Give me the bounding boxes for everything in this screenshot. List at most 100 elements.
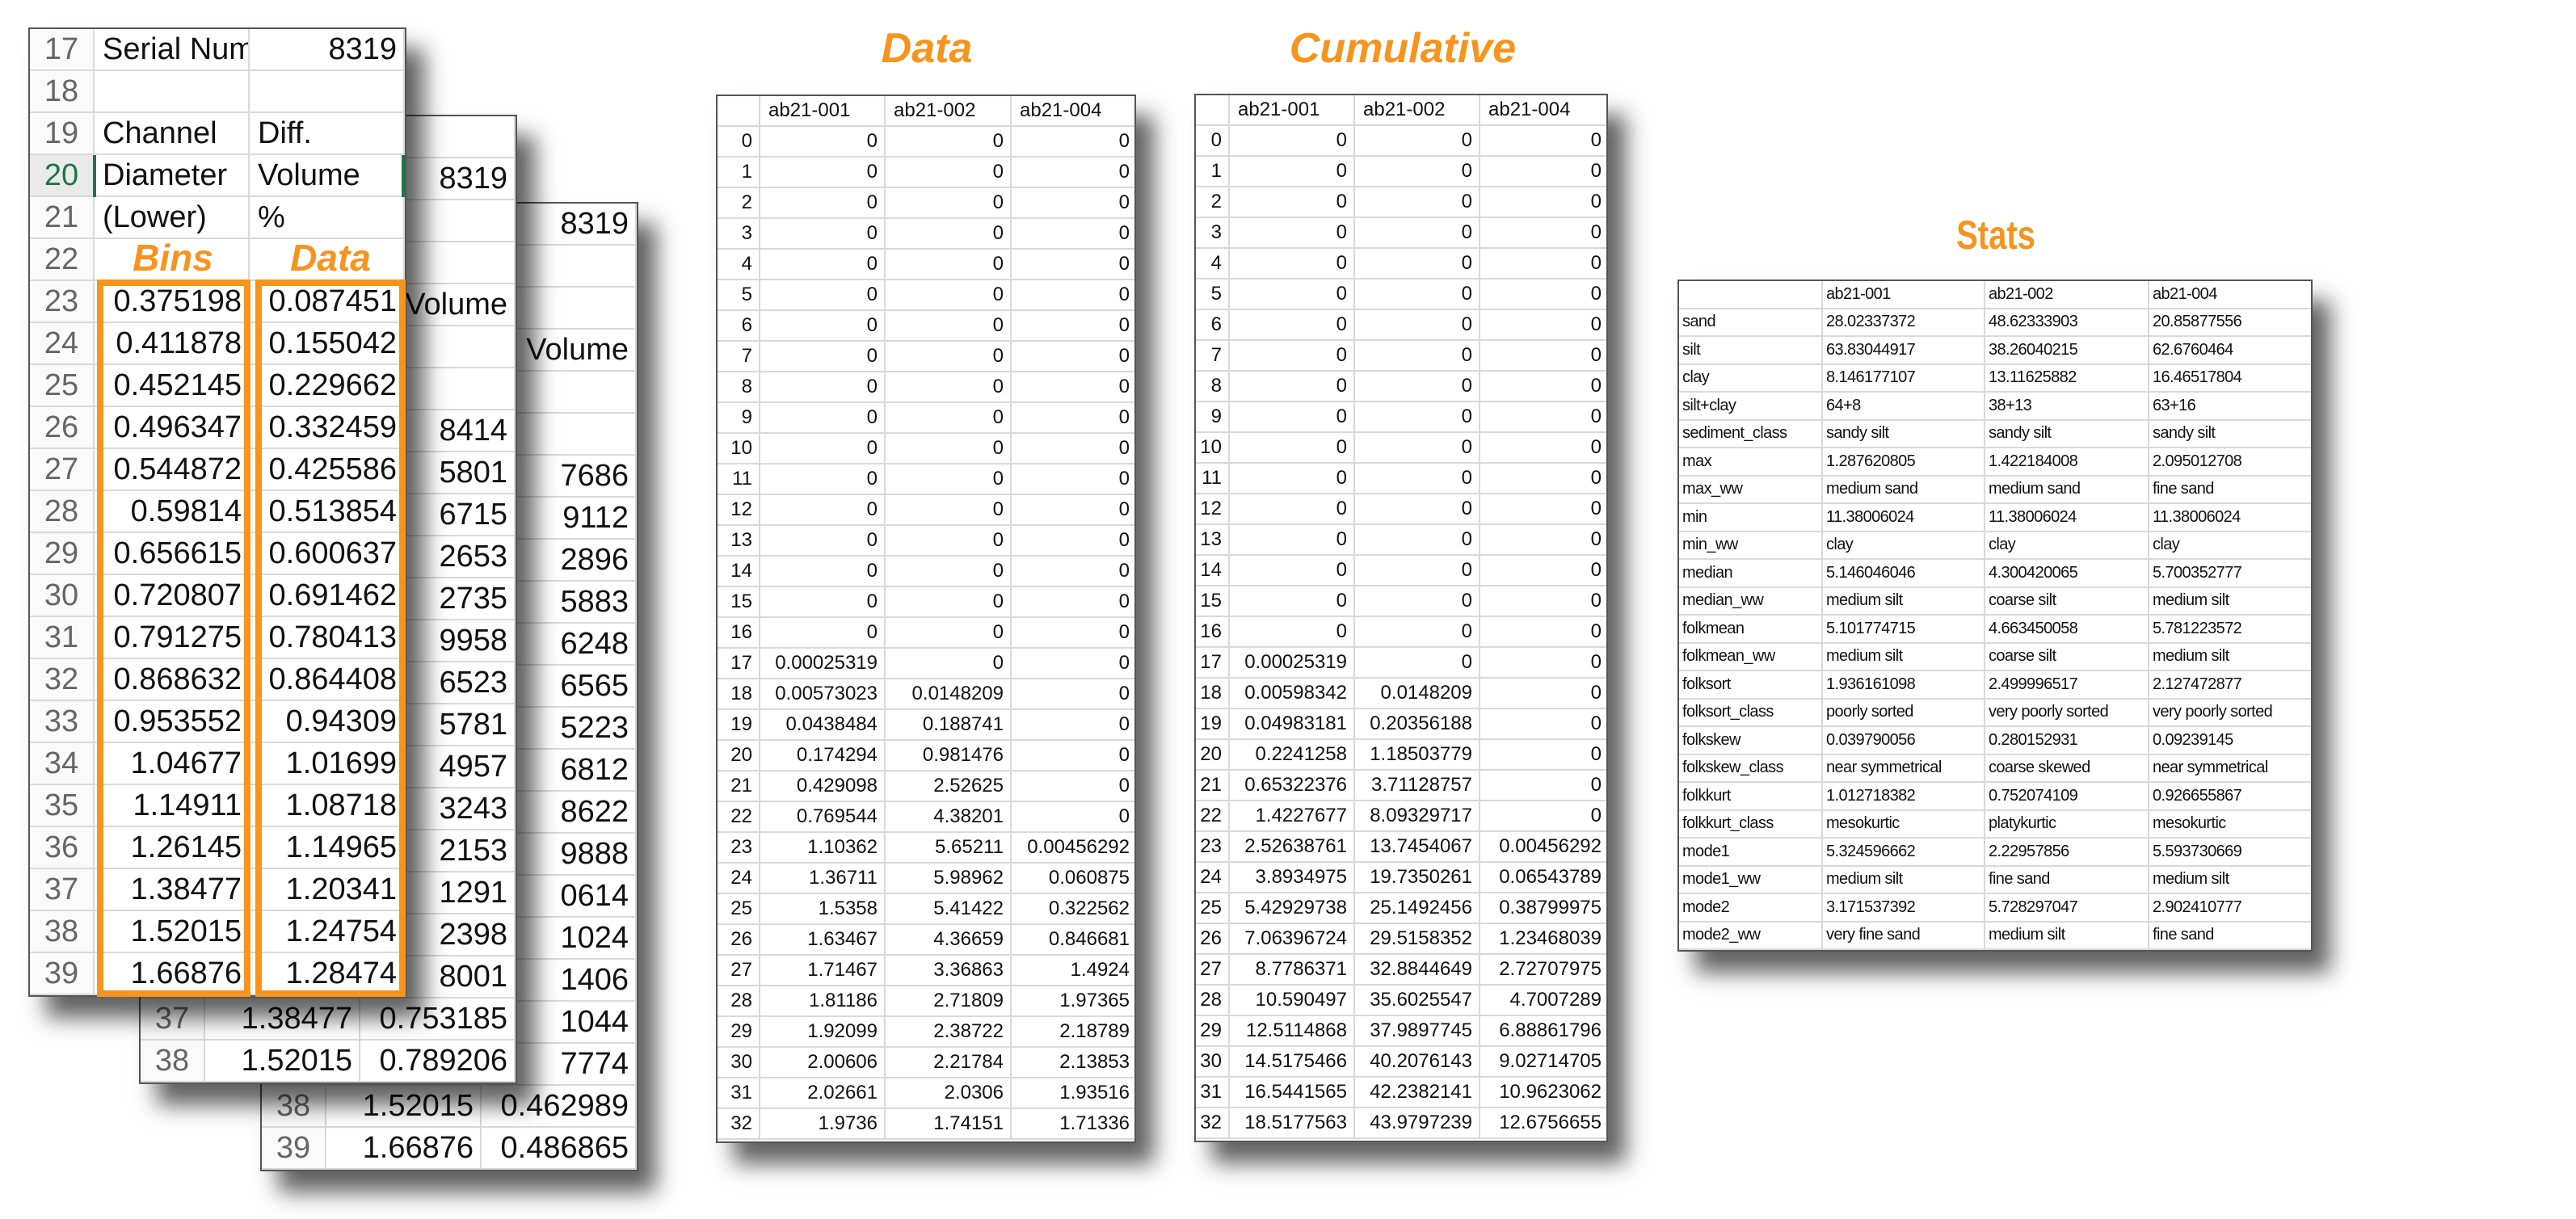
table-cell[interactable]: near symmetrical bbox=[1823, 755, 1985, 783]
table-cell[interactable]: 0.846681 bbox=[1012, 925, 1134, 956]
table-cell[interactable]: 32.8844649 bbox=[1355, 955, 1480, 986]
table-cell[interactable]: 0.188741 bbox=[886, 710, 1012, 741]
table-cell[interactable]: 0 bbox=[1012, 649, 1134, 679]
table-cell[interactable]: 0 bbox=[1480, 433, 1606, 464]
column-header[interactable]: ab21-001 bbox=[1230, 95, 1355, 126]
table-cell[interactable]: 0.174294 bbox=[760, 741, 886, 771]
sheet-cell[interactable]: 0.789206 bbox=[360, 1040, 516, 1082]
table-cell[interactable]: 0 bbox=[1012, 434, 1134, 464]
table-cell[interactable]: 0.09239145 bbox=[2149, 727, 2311, 755]
table-cell[interactable]: 0.65322376 bbox=[1230, 771, 1355, 801]
sheet-cell[interactable]: 8319 bbox=[360, 158, 516, 200]
sheet-cell[interactable]: 0.486865 bbox=[482, 1128, 637, 1170]
table-cell[interactable]: 8.09329717 bbox=[1355, 801, 1480, 832]
table-cell[interactable]: 16.5441565 bbox=[1230, 1078, 1355, 1108]
table-cell[interactable]: 0 bbox=[1480, 249, 1606, 280]
table-cell[interactable]: 12.6756655 bbox=[1480, 1108, 1606, 1139]
sheet-cell[interactable]: 1.04677 bbox=[95, 743, 250, 785]
row-number[interactable]: 37 bbox=[141, 998, 205, 1040]
row-index[interactable]: 11 bbox=[1196, 464, 1230, 494]
row-index[interactable]: 6 bbox=[1196, 310, 1230, 341]
table-cell[interactable]: 0 bbox=[886, 526, 1012, 557]
sheet-cell[interactable]: 0.864408 bbox=[250, 659, 405, 701]
row-index[interactable]: 10 bbox=[1196, 433, 1230, 464]
sheet-cell[interactable]: 1.52015 bbox=[205, 1040, 360, 1082]
table-cell[interactable]: 5.98962 bbox=[886, 864, 1012, 894]
row-index[interactable]: 22 bbox=[718, 802, 760, 833]
stat-name[interactable]: mode2_ww bbox=[1679, 922, 1823, 950]
table-cell[interactable]: 0 bbox=[1012, 342, 1134, 372]
table-cell[interactable]: 0 bbox=[1230, 126, 1355, 157]
table-cell[interactable]: 0 bbox=[1230, 433, 1355, 464]
row-index[interactable]: 12 bbox=[1196, 494, 1230, 525]
sheet-cell[interactable]: Channel bbox=[95, 113, 250, 155]
stat-name[interactable]: clay bbox=[1679, 364, 1823, 393]
row-index[interactable]: 22 bbox=[1196, 801, 1230, 832]
sheet-cell[interactable]: 2896 bbox=[482, 540, 637, 582]
table-cell[interactable]: 0 bbox=[1355, 187, 1480, 218]
sheet-cell[interactable]: 5781 bbox=[360, 704, 516, 746]
stat-name[interactable]: min_ww bbox=[1679, 532, 1823, 560]
sheet-cell[interactable]: 0.780413 bbox=[250, 617, 405, 659]
row-index[interactable]: 2 bbox=[718, 188, 760, 219]
sheet-cell[interactable]: 1.28474 bbox=[250, 953, 405, 995]
row-number[interactable]: 24 bbox=[30, 323, 95, 365]
table-cell[interactable]: 2.02661 bbox=[760, 1078, 886, 1109]
sheet-cell[interactable]: 9958 bbox=[360, 620, 516, 662]
table-cell[interactable]: 2.71809 bbox=[886, 986, 1012, 1017]
sheet-cell[interactable]: Volume bbox=[250, 155, 405, 197]
row-index[interactable]: 17 bbox=[718, 649, 760, 679]
table-cell[interactable]: 0 bbox=[1230, 280, 1355, 310]
table-cell[interactable]: 0 bbox=[1355, 341, 1480, 372]
table-cell[interactable]: 0 bbox=[1355, 648, 1480, 679]
table-cell[interactable]: medium silt bbox=[1823, 643, 1985, 671]
row-index[interactable]: 5 bbox=[1196, 280, 1230, 310]
table-cell[interactable]: 0 bbox=[886, 464, 1012, 495]
table-cell[interactable]: 0 bbox=[1230, 494, 1355, 525]
table-cell[interactable]: 37.9897745 bbox=[1355, 1016, 1480, 1047]
table-cell[interactable]: very poorly sorted bbox=[2149, 700, 2311, 727]
row-index[interactable]: 3 bbox=[718, 219, 760, 250]
table-cell[interactable]: 0.00025319 bbox=[1230, 648, 1355, 679]
table-cell[interactable]: 0 bbox=[1012, 771, 1134, 802]
sheet-cell[interactable]: 1.01699 bbox=[250, 743, 405, 785]
table-cell[interactable]: 0 bbox=[760, 127, 886, 158]
stat-name[interactable]: mode1_ww bbox=[1679, 866, 1823, 894]
sheet-cell[interactable]: Volume bbox=[360, 284, 516, 326]
row-index[interactable]: 30 bbox=[718, 1048, 760, 1078]
table-cell[interactable]: medium silt bbox=[1823, 587, 1985, 616]
row-number[interactable]: 20 bbox=[30, 155, 95, 197]
sheet-cell[interactable]: 1406 bbox=[482, 960, 637, 1002]
table-cell[interactable]: 43.9797239 bbox=[1355, 1108, 1480, 1139]
table-cell[interactable]: 5.781223572 bbox=[2149, 616, 2311, 644]
table-cell[interactable]: 28.02337372 bbox=[1823, 309, 1985, 337]
table-cell[interactable]: 0.060875 bbox=[1012, 864, 1134, 894]
table-cell[interactable]: 11.38006024 bbox=[1985, 504, 2149, 532]
table-cell[interactable]: 4.36659 bbox=[886, 925, 1012, 956]
table-cell[interactable]: 0 bbox=[1230, 341, 1355, 372]
table-cell[interactable]: 1.18503779 bbox=[1355, 740, 1480, 771]
row-index[interactable]: 24 bbox=[1196, 863, 1230, 893]
column-header[interactable]: ab21-002 bbox=[886, 96, 1012, 127]
row-index[interactable]: 29 bbox=[718, 1017, 760, 1048]
table-cell[interactable]: 0 bbox=[886, 587, 1012, 618]
sheet-cell[interactable]: 2735 bbox=[360, 578, 516, 620]
sheet-cell[interactable]: 8001 bbox=[360, 956, 516, 998]
table-cell[interactable]: 9.02714705 bbox=[1480, 1047, 1606, 1078]
table-cell[interactable]: 16.46517804 bbox=[2149, 365, 2311, 393]
table-cell[interactable]: 18.5177563 bbox=[1230, 1108, 1355, 1139]
table-cell[interactable]: 0 bbox=[1355, 494, 1480, 525]
table-cell[interactable]: 2.00606 bbox=[760, 1048, 886, 1078]
row-index[interactable]: 23 bbox=[1196, 832, 1230, 863]
table-cell[interactable]: 0 bbox=[1355, 556, 1480, 586]
table-cell[interactable]: 13.7454067 bbox=[1355, 832, 1480, 863]
row-index[interactable]: 2 bbox=[1196, 187, 1230, 218]
sheet-cell[interactable]: 3243 bbox=[360, 788, 516, 830]
table-cell[interactable]: 1.92099 bbox=[760, 1017, 886, 1048]
table-cell[interactable]: 7.06396724 bbox=[1230, 924, 1355, 955]
table-cell[interactable]: 48.62333903 bbox=[1985, 309, 2149, 337]
sheet-cell[interactable]: 0.953552 bbox=[95, 701, 250, 743]
table-cell[interactable]: 0.926655867 bbox=[2149, 783, 2311, 811]
table-cell[interactable]: 0 bbox=[760, 250, 886, 280]
table-cell[interactable]: 3.36863 bbox=[886, 956, 1012, 986]
